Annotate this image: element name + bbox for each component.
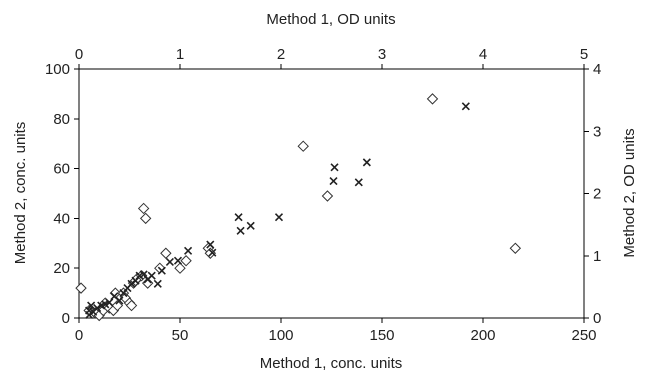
x-bottom-tick-label: 250 — [571, 327, 596, 344]
cross-point — [147, 271, 156, 280]
cross-point — [234, 213, 243, 222]
diamond-series — [75, 93, 522, 322]
diamond-point — [75, 282, 87, 294]
cross-point — [93, 303, 102, 313]
y-axis-right-ticks: 0 1 2 3 4 — [584, 61, 601, 327]
diamond-point — [137, 202, 150, 215]
cross-point — [165, 257, 174, 267]
y-right-tick-label: 0 — [593, 310, 601, 327]
y-right-tick-label: 1 — [593, 248, 601, 265]
x-top-tick-label: 4 — [479, 46, 487, 63]
cross-point — [274, 213, 284, 222]
cross-point — [330, 163, 339, 172]
y-axis-left-title: Method 2, conc. units — [12, 122, 29, 265]
x-top-tick-label: 1 — [176, 46, 184, 63]
cross-point — [184, 246, 193, 255]
cross-point — [153, 279, 162, 288]
x-axis-bottom-title: Method 1, conc. units — [260, 355, 403, 372]
diamond-point — [111, 299, 124, 312]
diamond-point — [125, 299, 138, 312]
x-bottom-tick-label: 150 — [369, 327, 394, 344]
cross-point — [236, 226, 245, 235]
x-bottom-tick-label: 0 — [75, 327, 83, 344]
x-bottom-tick-label: 100 — [268, 327, 293, 344]
y-left-tick-label: 60 — [53, 161, 70, 178]
diamond-point — [141, 277, 154, 289]
y-left-tick-label: 100 — [45, 61, 70, 78]
diamond-point — [426, 93, 439, 105]
cross-point — [206, 240, 215, 249]
x-top-tick-label: 3 — [378, 46, 386, 63]
x-axis-top-title: Method 1, OD units — [266, 11, 395, 28]
y-right-tick-label: 3 — [593, 123, 601, 140]
x-bottom-tick-label: 50 — [172, 327, 189, 344]
cross-point — [115, 296, 124, 305]
cross-point — [246, 221, 255, 230]
x-top-tick-label: 2 — [277, 46, 285, 63]
y-left-tick-label: 20 — [53, 260, 70, 277]
y-left-tick-label: 80 — [53, 111, 70, 128]
y-right-tick-label: 2 — [593, 186, 601, 203]
diamond-point — [297, 140, 309, 152]
y-axis-left-ticks: 0 20 40 60 80 100 — [45, 61, 79, 327]
cross-point — [354, 178, 363, 187]
y-axis-right-title: Method 2, OD units — [621, 128, 638, 257]
diamond-point — [180, 255, 192, 267]
cross-point — [362, 158, 371, 167]
y-left-tick-label: 40 — [53, 210, 70, 227]
cross-point — [105, 298, 114, 307]
cross-point — [173, 256, 183, 265]
cross-point — [208, 248, 217, 257]
cross-point — [87, 301, 96, 310]
diamond-point — [139, 212, 152, 225]
x-bottom-tick-label: 200 — [470, 327, 495, 344]
x-axis-bottom-ticks: 0 50 100 150 200 250 — [75, 318, 597, 344]
cross-series — [85, 102, 470, 319]
diamond-point — [174, 262, 186, 274]
x-top-tick-label: 5 — [580, 46, 588, 63]
x-top-tick-label: 0 — [75, 46, 83, 63]
cross-point — [157, 266, 166, 275]
cross-point — [329, 176, 338, 186]
x-axis-top-ticks: 0 1 2 3 4 5 — [75, 46, 588, 69]
y-right-tick-label: 4 — [593, 61, 601, 78]
diamond-point — [509, 242, 522, 254]
diamond-point — [160, 247, 172, 259]
diamond-point — [321, 190, 334, 202]
y-left-tick-label: 0 — [62, 310, 70, 327]
cross-point — [461, 102, 470, 111]
cross-point — [101, 300, 110, 309]
